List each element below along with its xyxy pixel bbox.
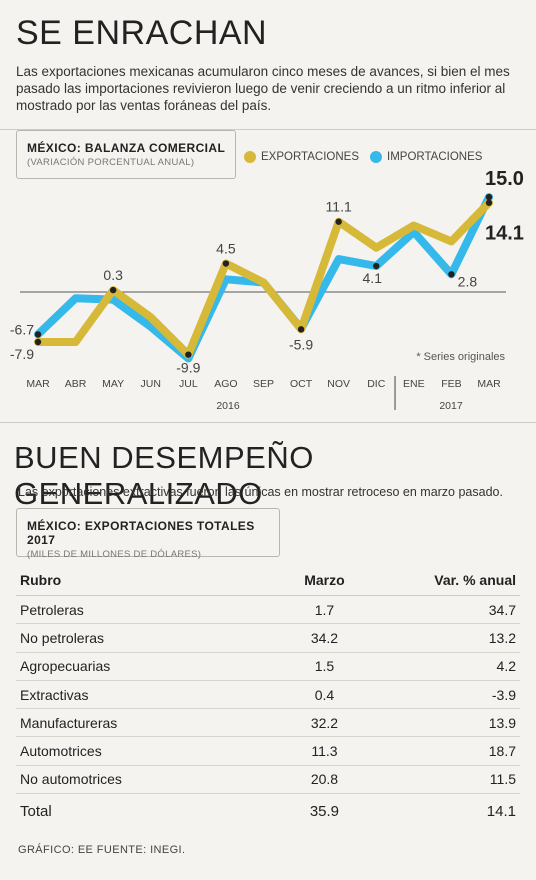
x-tick-label: MAR: [26, 378, 50, 390]
year-label-2017: 2017: [439, 400, 463, 412]
divider: [0, 129, 536, 130]
col-header-marzo: Marzo: [268, 566, 379, 596]
data-label: 14.1: [485, 223, 524, 245]
legend-imports: IMPORTACIONES: [370, 151, 482, 163]
cell-var: 13.2: [378, 623, 520, 653]
table-title: MÉXICO: EXPORTACIONES TOTALES 2017: [27, 519, 255, 547]
table-row: Automotrices 11.3 18.7: [16, 736, 520, 766]
cell-rubro: No petroleras: [16, 623, 268, 653]
data-point-marker: [185, 351, 192, 358]
data-point-marker: [485, 199, 493, 206]
cell-marzo: 34.2: [268, 623, 379, 653]
x-tick-label: MAR: [477, 378, 501, 390]
cell-rubro: Agropecuarias: [16, 652, 268, 681]
data-point-marker: [222, 260, 230, 267]
legend-exports: EXPORTACIONES: [244, 151, 359, 163]
data-label: 2.8: [458, 273, 478, 289]
trade-balance-line-chart: -6.7 -7.9 0.3 -9.9 4.5 -5.9 11.1 4.1 2.8 15.0 14.1…: [10, 170, 524, 412]
x-tick-label: JUL: [179, 378, 198, 390]
table-row: No petroleras 34.2 13.2: [16, 623, 520, 653]
chart-title-box: MÉXICO: BALANZA COMERCIAL (VARIACIÓN POR…: [16, 130, 236, 179]
cell-rubro: Petroleras: [16, 595, 268, 625]
x-tick-label: JUN: [141, 378, 161, 390]
data-label: 4.1: [363, 270, 383, 286]
table-row: Petroleras 1.7 34.7: [16, 595, 520, 625]
intro-text: Las exportaciones mexicanas acumularon c…: [16, 64, 510, 113]
cell-marzo: 1.7: [268, 595, 379, 625]
legend-imports-label: IMPORTACIONES: [387, 151, 483, 163]
col-header-rubro: Rubro: [16, 566, 268, 596]
data-point-marker: [297, 326, 305, 333]
cell-marzo: 11.3: [268, 736, 379, 766]
chart-note: * Series originales: [416, 351, 505, 363]
col-header-var: Var. % anual: [378, 566, 520, 596]
year-label-2016: 2016: [216, 400, 240, 412]
data-point-marker: [485, 193, 493, 201]
x-tick-label: DIC: [367, 378, 386, 390]
x-tick-label: FEB: [441, 378, 461, 390]
legend-exports-label: EXPORTACIONES: [261, 151, 359, 163]
table-row: Manufactureras 32.2 13.9: [16, 708, 520, 738]
data-label: -9.9: [176, 360, 200, 376]
page-title: SE ENRACHAN: [16, 14, 268, 52]
footer-credits: GRÁFICO: EE FUENTE: INEGI.: [18, 844, 186, 856]
chart-subtitle: (VARIACIÓN PORCENTUAL ANUAL): [27, 157, 195, 168]
cell-var: 13.9: [378, 708, 520, 738]
cell-marzo: 32.2: [268, 708, 379, 738]
cell-var: 14.1: [378, 793, 520, 829]
cell-var: -3.9: [378, 680, 520, 710]
cell-rubro: No automotrices: [16, 765, 268, 795]
x-tick-label: SEP: [253, 378, 274, 390]
x-tick-label: ENE: [403, 378, 425, 390]
chart-title: MÉXICO: BALANZA COMERCIAL: [27, 141, 226, 155]
exports-swatch: [244, 151, 256, 163]
data-label: -6.7: [10, 321, 34, 337]
table-row: No automotrices 20.8 11.5: [16, 765, 520, 795]
data-point-marker: [34, 331, 42, 338]
table-row: Extractivas 0.4 -3.9: [16, 680, 520, 710]
imports-swatch: [370, 151, 382, 163]
data-label: 4.5: [216, 241, 236, 257]
data-point-marker: [109, 286, 117, 294]
x-tick-label: NOV: [327, 378, 350, 390]
exports-table: Rubro Marzo Var. % anual Petroleras 1.7 …: [16, 566, 520, 829]
cell-rubro: Manufactureras: [16, 708, 268, 738]
x-tick-label: MAY: [102, 378, 124, 390]
x-tick-label: OCT: [290, 378, 313, 390]
data-point-marker: [448, 271, 455, 278]
table-row: Agropecuarias 1.5 4.2: [16, 652, 520, 681]
divider: [0, 422, 536, 423]
table-title-box: MÉXICO: EXPORTACIONES TOTALES 2017 (MILE…: [16, 508, 280, 560]
section-title: BUEN DESEMPEÑO GENERALIZADO: [14, 440, 314, 511]
cell-marzo: 0.4: [268, 680, 379, 710]
cell-rubro: Total: [16, 793, 268, 829]
x-tick-label: AGO: [214, 378, 237, 390]
section-lead: Las exportaciones extractivas fueron las…: [18, 485, 503, 499]
table-subtitle: (MILES DE MILLONES DE DÓLARES): [27, 549, 202, 560]
cell-marzo: 20.8: [268, 765, 379, 795]
cell-rubro: Automotrices: [16, 736, 268, 766]
cell-rubro: Extractivas: [16, 680, 268, 710]
cell-marzo: 35.9: [268, 793, 379, 829]
cell-marzo: 1.5: [268, 652, 379, 681]
data-label: -5.9: [289, 336, 313, 352]
data-label: 11.1: [326, 199, 352, 215]
cell-var: 18.7: [378, 736, 520, 766]
data-label: -7.9: [10, 346, 34, 362]
data-label: 15.0: [485, 170, 524, 190]
cell-var: 34.7: [378, 595, 520, 625]
table-total-row: Total 35.9 14.1: [16, 793, 520, 829]
table-header-row: Rubro Marzo Var. % anual: [16, 566, 520, 596]
data-point-marker: [335, 218, 342, 225]
data-point-marker: [373, 262, 380, 270]
data-label: 0.3: [103, 267, 123, 283]
cell-var: 4.2: [378, 652, 520, 681]
x-tick-label: ABR: [65, 378, 87, 390]
data-point-marker: [34, 338, 42, 346]
cell-var: 11.5: [378, 765, 520, 795]
